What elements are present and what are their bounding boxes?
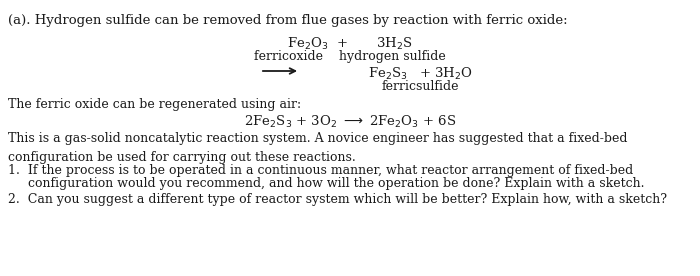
Text: 2Fe$_2$S$_3$ + 3O$_2$ $\longrightarrow$ 2Fe$_2$O$_3$ + 6S: 2Fe$_2$S$_3$ + 3O$_2$ $\longrightarrow$ … [244, 114, 456, 130]
Text: ferricsulfide: ferricsulfide [382, 80, 458, 93]
Text: (a). Hydrogen sulfide can be removed from flue gases by reaction with ferric oxi: (a). Hydrogen sulfide can be removed fro… [8, 14, 568, 27]
Text: 2.  Can you suggest a different type of reactor system which will be better? Exp: 2. Can you suggest a different type of r… [8, 193, 667, 206]
Text: Fe$_2$O$_3$  +       3H$_2$S: Fe$_2$O$_3$ + 3H$_2$S [287, 36, 413, 52]
Text: This is a gas-solid noncatalytic reaction system. A novice engineer has suggeste: This is a gas-solid noncatalytic reactio… [8, 132, 627, 163]
Text: The ferric oxide can be regenerated using air:: The ferric oxide can be regenerated usin… [8, 98, 301, 111]
Text: configuration would you recommend, and how will the operation be done? Explain w: configuration would you recommend, and h… [8, 177, 645, 190]
Text: Fe$_2$S$_3$   + 3H$_2$O: Fe$_2$S$_3$ + 3H$_2$O [368, 66, 472, 82]
Text: 1.  If the process is to be operated in a continuous manner, what reactor arrang: 1. If the process is to be operated in a… [8, 164, 634, 177]
Text: ferricoxide    hydrogen sulfide: ferricoxide hydrogen sulfide [254, 50, 446, 63]
